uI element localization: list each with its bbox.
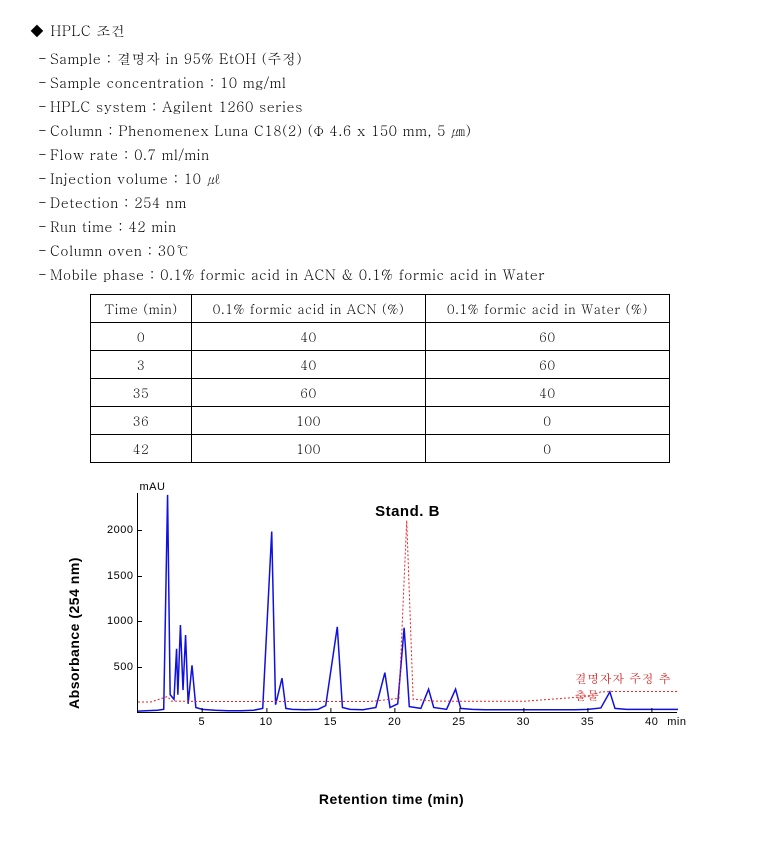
- table-cell: 0: [425, 435, 669, 463]
- condition-line: -Column oven : 30℃: [30, 240, 753, 260]
- table-row: 04060: [91, 323, 670, 351]
- x-axis-label: Retention time (min): [319, 791, 464, 807]
- condition-line: -Sample : 결명자 in 95% EtOH (주정): [30, 48, 753, 68]
- chromatogram-chart: Absorbance (254 nm) Retention time (min)…: [82, 483, 702, 783]
- x-tick: 35: [581, 712, 594, 728]
- condition-line: -HPLC system : Agilent 1260 series: [30, 96, 753, 116]
- gradient-table: Time (min)0.1% formic acid in ACN (%)0.1…: [90, 294, 670, 463]
- annotation-korean: 결명자자 주정 추출물: [575, 670, 677, 704]
- table-row: 34060: [91, 351, 670, 379]
- condition-line: -Flow rate : 0.7 ml/min: [30, 144, 753, 164]
- section-title: ◆ HPLC 조건: [30, 20, 753, 40]
- y-axis-label: Absorbance (254 nm): [66, 557, 82, 709]
- table-cell: 40: [192, 351, 426, 379]
- condition-line: -Injection volume : 10 ㎕: [30, 168, 753, 188]
- condition-line: -Run time : 42 min: [30, 216, 753, 236]
- x-tick: 30: [517, 712, 530, 728]
- standard-label: Stand. B: [375, 503, 440, 520]
- plot-area: Stand. B 결명자자 주정 추출물 min 500100015002000…: [137, 493, 677, 713]
- condition-line: -Sample concentration : 10 mg/ml: [30, 72, 753, 92]
- table-cell: 40: [425, 379, 669, 407]
- x-tick: 5: [198, 712, 205, 728]
- condition-line: -Column : Phenomenex Luna C18(2) (Φ 4.6 …: [30, 120, 753, 140]
- table-header: Time (min): [91, 295, 192, 323]
- x-tick: 20: [388, 712, 401, 728]
- y-tick: 500: [114, 661, 138, 673]
- x-tick: 25: [452, 712, 465, 728]
- table-row: 361000: [91, 407, 670, 435]
- table-cell: 100: [192, 435, 426, 463]
- table-cell: 100: [192, 407, 426, 435]
- table-row: 421000: [91, 435, 670, 463]
- condition-line: -Detection : 254 nm: [30, 192, 753, 212]
- table-cell: 60: [425, 351, 669, 379]
- x-tick: 40: [645, 712, 658, 728]
- y-tick: 1500: [107, 570, 137, 582]
- condition-line: -Mobile phase : 0.1% formic acid in ACN …: [30, 264, 753, 284]
- table-header: 0.1% formic acid in Water (%): [425, 295, 669, 323]
- y-tick: 1000: [107, 615, 137, 627]
- x-tick: 15: [324, 712, 337, 728]
- table-cell: 0: [425, 407, 669, 435]
- x-unit-label: min: [667, 712, 686, 728]
- table-row: 356040: [91, 379, 670, 407]
- table-cell: 60: [425, 323, 669, 351]
- y-tick: 2000: [107, 524, 137, 536]
- table-cell: 0: [91, 323, 192, 351]
- table-cell: 40: [192, 323, 426, 351]
- x-tick: 10: [259, 712, 272, 728]
- table-cell: 35: [91, 379, 192, 407]
- y-unit-label: mAU: [140, 481, 166, 493]
- diamond-icon: ◆: [30, 20, 45, 40]
- table-cell: 36: [91, 407, 192, 435]
- title-text: HPLC 조건: [51, 20, 126, 40]
- table-cell: 60: [192, 379, 426, 407]
- table-header: 0.1% formic acid in ACN (%): [192, 295, 426, 323]
- conditions-list: -Sample : 결명자 in 95% EtOH (주정) -Sample co…: [30, 48, 753, 284]
- table-cell: 42: [91, 435, 192, 463]
- table-cell: 3: [91, 351, 192, 379]
